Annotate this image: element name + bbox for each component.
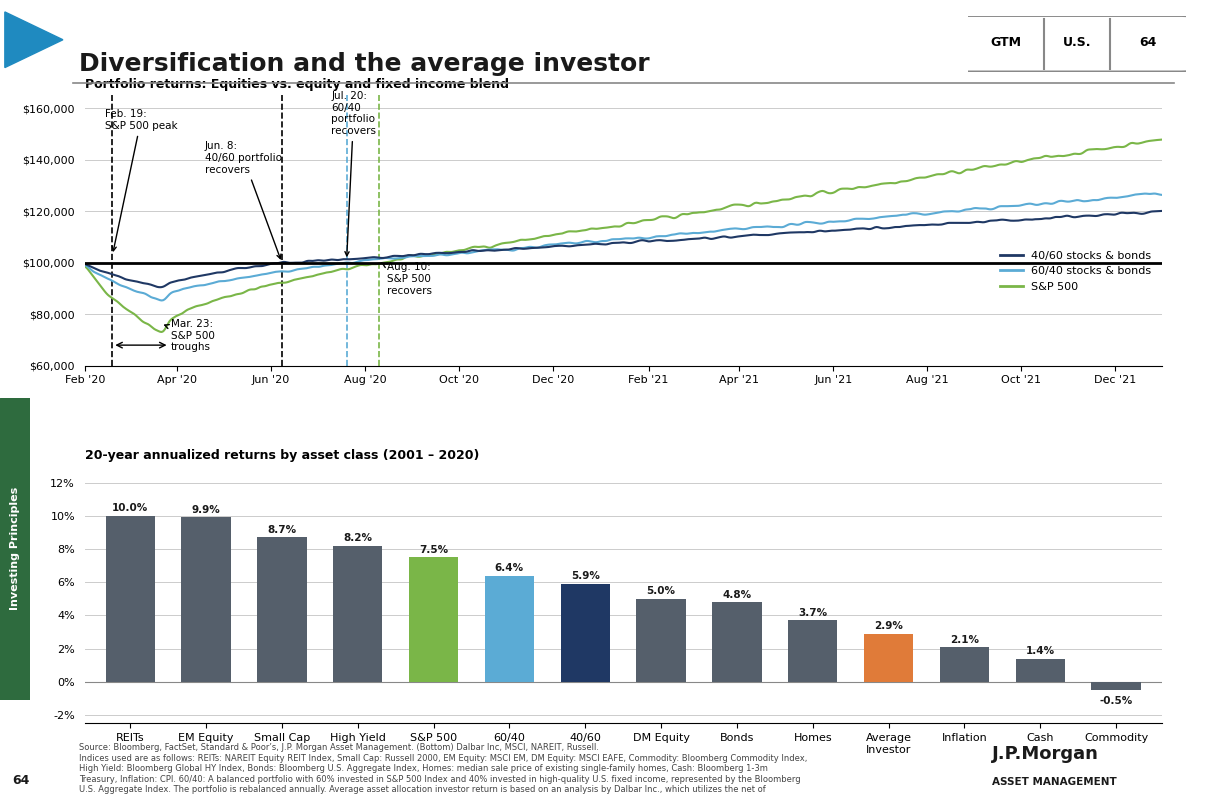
Text: -0.5%: -0.5%: [1100, 696, 1133, 706]
Text: 64: 64: [1139, 36, 1157, 49]
Text: 6.4%: 6.4%: [495, 563, 524, 573]
Text: U.S.: U.S.: [1062, 36, 1091, 49]
Text: 8.7%: 8.7%: [267, 525, 296, 535]
Text: 2.9%: 2.9%: [874, 621, 903, 631]
Text: 1.4%: 1.4%: [1026, 646, 1055, 656]
Text: Aug. 10:
S&P 500
recovers: Aug. 10: S&P 500 recovers: [381, 262, 432, 296]
Text: Portfolio returns: Equities vs. equity and fixed income blend: Portfolio returns: Equities vs. equity a…: [85, 79, 508, 91]
Bar: [485, 576, 534, 682]
Bar: [409, 557, 459, 682]
Bar: [864, 634, 914, 682]
Text: J.P.Morgan: J.P.Morgan: [992, 745, 1099, 763]
Polygon shape: [5, 12, 63, 68]
Bar: [182, 518, 231, 682]
Text: 20-year annualized returns by asset class (2001 – 2020): 20-year annualized returns by asset clas…: [85, 449, 479, 462]
Text: 8.2%: 8.2%: [344, 533, 373, 543]
Bar: [1015, 659, 1065, 682]
Bar: [788, 620, 837, 682]
Bar: [636, 599, 686, 682]
Text: Mar. 23:
S&P 500
troughs: Mar. 23: S&P 500 troughs: [165, 319, 215, 352]
Text: 5.0%: 5.0%: [646, 587, 675, 596]
Legend: 40/60 stocks & bonds, 60/40 stocks & bonds, S&P 500: 40/60 stocks & bonds, 60/40 stocks & bon…: [996, 246, 1156, 296]
Text: 7.5%: 7.5%: [419, 545, 448, 555]
Text: ASSET MANAGEMENT: ASSET MANAGEMENT: [992, 777, 1117, 787]
Text: 3.7%: 3.7%: [799, 608, 828, 618]
Text: Jul. 20:
60/40
portfolio
recovers: Jul. 20: 60/40 portfolio recovers: [332, 91, 376, 256]
Bar: [105, 516, 155, 682]
Text: Feb. 19:
S&P 500 peak: Feb. 19: S&P 500 peak: [105, 109, 178, 250]
Text: GTM: GTM: [991, 36, 1021, 49]
Bar: [560, 584, 610, 682]
Text: 10.0%: 10.0%: [113, 503, 149, 514]
Text: Jun. 8:
40/60 portfolio
recovers: Jun. 8: 40/60 portfolio recovers: [204, 142, 282, 258]
FancyBboxPatch shape: [957, 16, 1192, 72]
Text: 2.1%: 2.1%: [950, 634, 979, 645]
Bar: [258, 537, 306, 682]
Text: 9.9%: 9.9%: [191, 505, 220, 515]
Text: 4.8%: 4.8%: [722, 590, 751, 599]
Text: Diversification and the average investor: Diversification and the average investor: [79, 52, 650, 76]
Bar: [333, 545, 382, 682]
Bar: [1091, 682, 1141, 690]
Text: Investing Principles: Investing Principles: [10, 487, 21, 611]
Bar: [713, 602, 761, 682]
Text: 5.9%: 5.9%: [571, 572, 600, 581]
Bar: [940, 647, 989, 682]
Text: Source: Bloomberg, FactSet, Standard & Poor’s, J.P. Morgan Asset Management. (Bo: Source: Bloomberg, FactSet, Standard & P…: [79, 743, 807, 795]
Text: 64: 64: [12, 774, 29, 787]
